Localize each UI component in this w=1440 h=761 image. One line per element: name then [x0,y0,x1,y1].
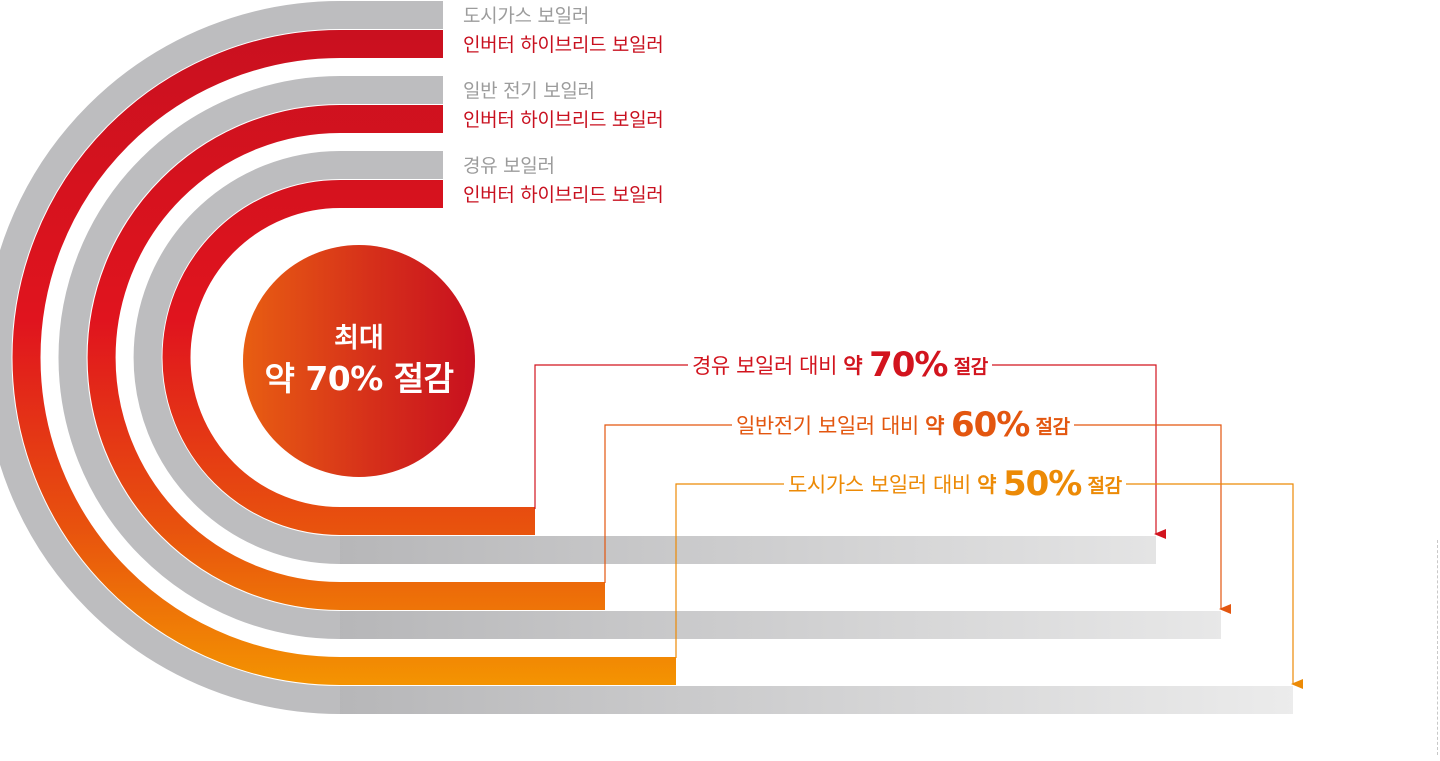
callout-70-suffix: 절감 [947,356,989,378]
callout-60: 일반전기 보일러 대비 약 60% 절감 [732,408,1074,444]
callout-50-pct: 50% [1002,464,1082,504]
callout-70-prefix: 경유 보일러 대비 [692,354,844,378]
hybrid-track-1 [12,30,676,685]
gray-track-2 [58,76,1221,639]
hybrid-track-3 [162,180,535,535]
callout-50: 도시가스 보일러 대비 약 50% 절감 [784,467,1126,503]
legend-conventional-2: 일반 전기 보일러 [463,80,595,102]
badge-line-1: 최대 [334,323,384,354]
leader-line-60 [604,424,1231,614]
callout-60-suffix: 절감 [1029,416,1071,438]
leader-line-50 [675,483,1303,689]
callout-70-yak: 약 [843,354,870,378]
gray-track-1 [0,0,1293,714]
callout-60-yak: 약 [925,414,951,438]
legend-hybrid-3: 인버터 하이브리드 보일러 [463,184,664,206]
legend-hybrid-2: 인버터 하이브리드 보일러 [463,109,664,131]
callout-60-pct: 60% [950,405,1030,445]
callout-70-pct: 70% [869,345,948,385]
callout-50-suffix: 절감 [1081,475,1123,497]
badge-line-2: 약 70% 절감 [264,359,454,398]
divider-dotted [1437,540,1438,755]
leader-line-70 [534,364,1166,539]
legend-conventional-3: 경유 보일러 [463,155,555,177]
hybrid-track-2 [87,105,605,610]
callout-50-prefix: 도시가스 보일러 대비 [788,473,978,497]
legend-conventional-1: 도시가스 보일러 [463,5,590,27]
callout-60-prefix: 일반전기 보일러 대비 [736,414,926,438]
legend-hybrid-1: 인버터 하이브리드 보일러 [463,34,664,56]
gray-track-3 [133,151,1156,564]
callout-50-yak: 약 [977,473,1003,497]
callout-70: 경유 보일러 대비 약 70% 절감 [688,348,992,384]
max-savings-badge: 최대 약 70% 절감 [243,245,475,477]
